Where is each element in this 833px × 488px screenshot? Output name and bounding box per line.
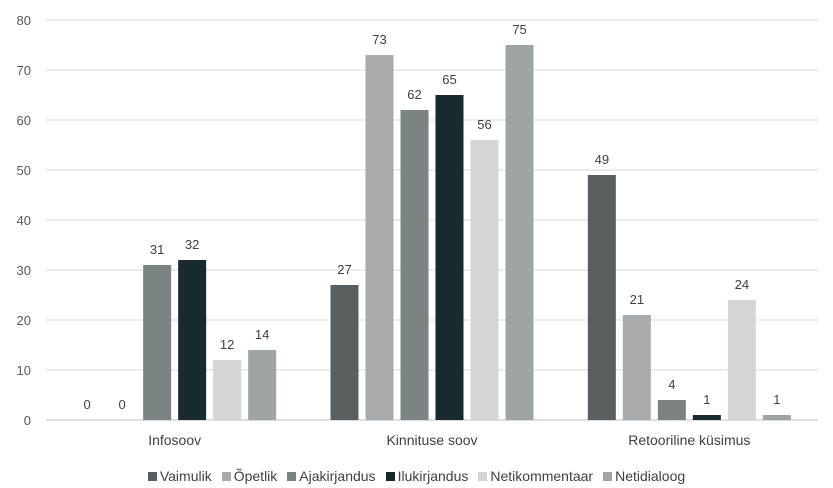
data-label: 75: [512, 22, 526, 37]
data-label: 14: [255, 327, 269, 342]
data-label: 0: [84, 397, 91, 412]
data-label: 27: [337, 262, 351, 277]
data-label: 73: [372, 32, 386, 47]
legend-label: Vaimulik: [159, 468, 212, 484]
bar: [143, 265, 172, 420]
legend-label: Ajakirjandus: [299, 468, 376, 484]
data-label: 4: [668, 377, 675, 392]
y-tick-label: 10: [17, 363, 31, 378]
legend-swatch: [221, 472, 231, 481]
bar: [622, 315, 651, 420]
bar: [692, 415, 721, 420]
bar: [330, 285, 359, 420]
data-label: 56: [477, 117, 491, 132]
y-tick-label: 30: [17, 263, 31, 278]
bar: [762, 415, 791, 420]
legend-swatch: [478, 472, 488, 481]
legend-label: Õpetlik: [233, 468, 278, 484]
data-label: 24: [735, 277, 749, 292]
data-label: 62: [407, 87, 421, 102]
bar: [365, 55, 394, 420]
data-label: 1: [703, 392, 710, 407]
legend-item: Õpetlik: [221, 468, 278, 484]
gridlines: [46, 19, 818, 421]
bar: [505, 45, 534, 420]
legend-label: Netidialoog: [615, 468, 686, 484]
bar: [400, 110, 429, 420]
bar: [470, 140, 499, 420]
bars: [143, 45, 791, 420]
y-axis: 0 10 20 30 40 50 60 70 80: [17, 13, 31, 428]
x-category-label: Infosoov: [148, 432, 201, 448]
legend-label: Ilukirjandus: [397, 468, 469, 484]
y-tick-label: 50: [17, 163, 31, 178]
legend-item: Netidialoog: [603, 468, 685, 484]
y-tick-label: 60: [17, 113, 31, 128]
legend-swatch: [385, 472, 395, 481]
data-label: 65: [442, 72, 456, 87]
legend-swatch: [603, 472, 613, 481]
legend-item: Netikommentaar: [478, 468, 593, 484]
y-tick-label: 80: [17, 13, 31, 28]
bar: [213, 360, 242, 420]
data-label: 49: [595, 152, 609, 167]
bar: [587, 175, 616, 420]
x-axis: Infosoov Kinnituse soov Retooriline küsimu…: [148, 432, 750, 448]
legend: Vaimulik Õpetlik Ajakirjandus Ilukirjandus N…: [0, 468, 833, 484]
legend-swatch: [287, 472, 297, 481]
y-tick-label: 70: [17, 63, 31, 78]
bar: [248, 350, 277, 420]
legend-label: Netikommentaar: [490, 468, 594, 484]
bar: [727, 300, 756, 420]
bar: [178, 260, 207, 420]
legend-swatch: [147, 472, 157, 481]
x-category-label: Retooriline küsimus: [628, 432, 750, 448]
data-label: 31: [150, 242, 164, 257]
legend-item: Ajakirjandus: [287, 468, 376, 484]
data-label: 1: [773, 392, 780, 407]
legend-item: Vaimulik: [147, 468, 212, 484]
y-tick-label: 0: [24, 413, 31, 428]
bar: [435, 95, 464, 420]
data-label: 12: [220, 337, 234, 352]
data-label: 32: [185, 237, 199, 252]
data-label: 0: [119, 397, 126, 412]
data-labels: 0 0 31 32 12 14 27 73 62 65 56 75 49 21 4 1 24 1: [84, 22, 781, 412]
data-label: 21: [630, 292, 644, 307]
x-category-label: Kinnituse soov: [386, 432, 477, 448]
bar: [657, 400, 686, 420]
legend-item: Ilukirjandus: [385, 468, 469, 484]
y-tick-label: 40: [17, 213, 31, 228]
y-tick-label: 20: [17, 313, 31, 328]
